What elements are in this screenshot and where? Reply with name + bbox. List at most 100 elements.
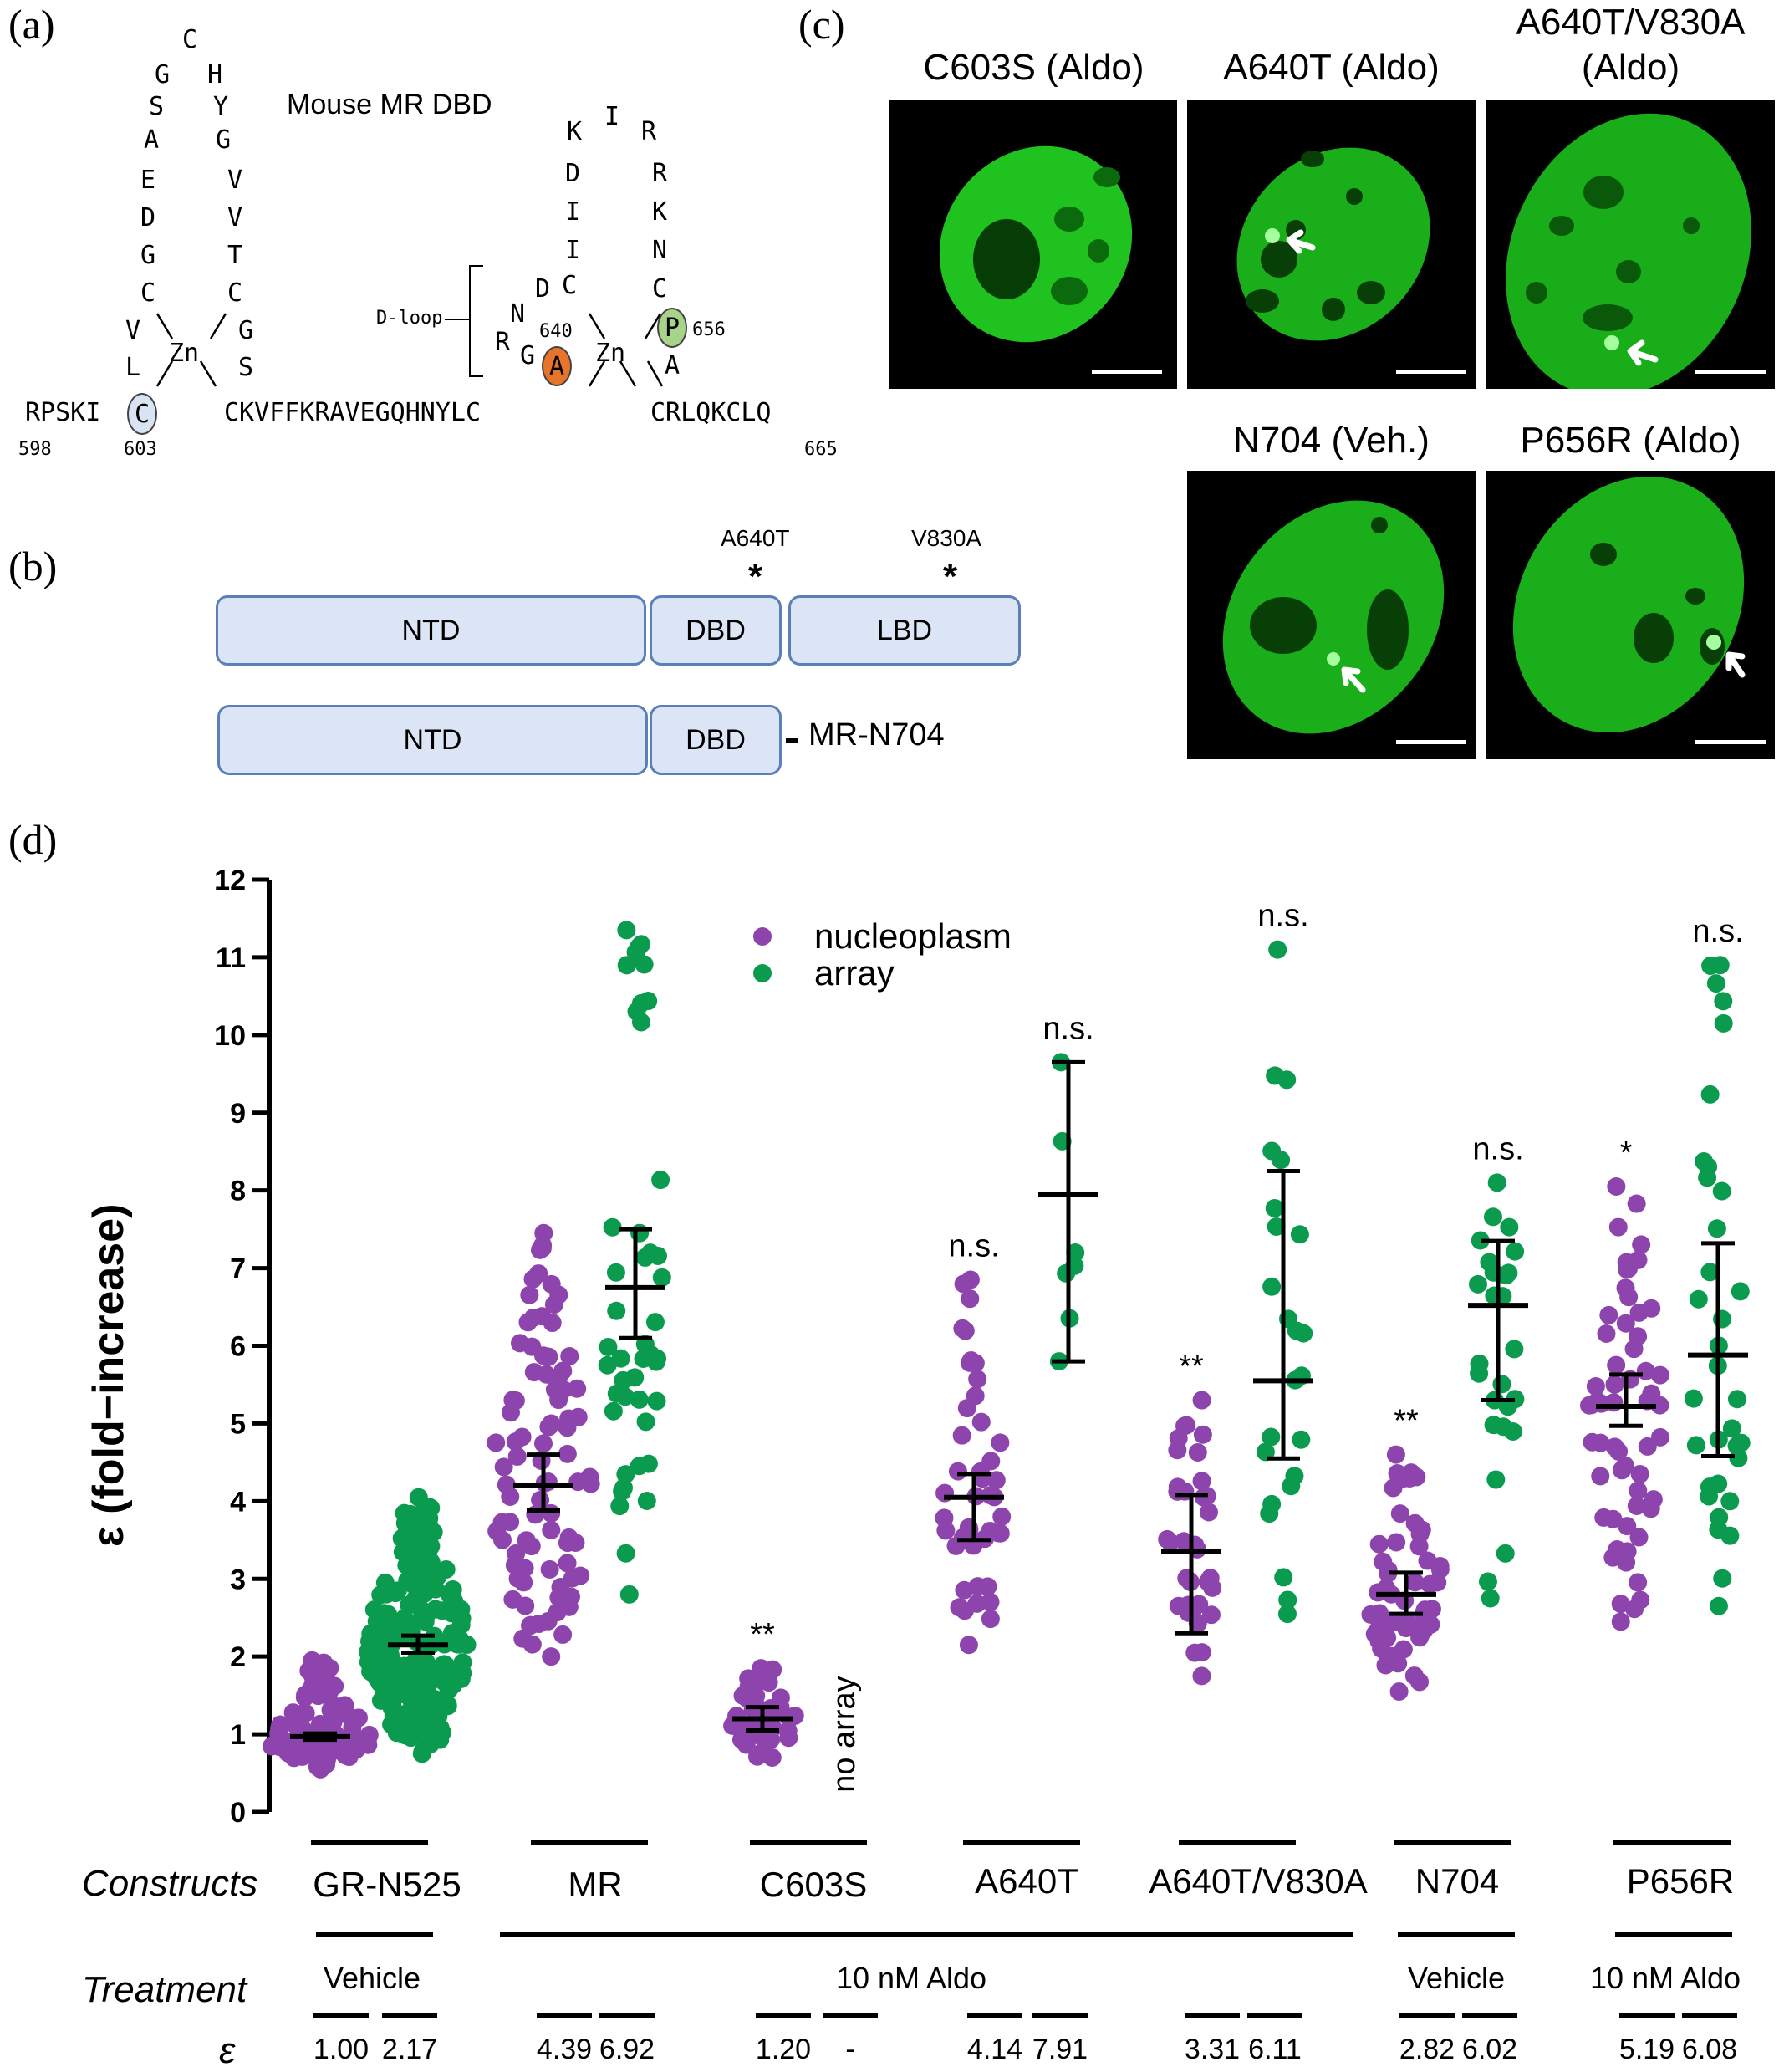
nucleoplasm-point: [961, 1289, 980, 1309]
y-tick-label: 12: [214, 865, 246, 896]
group-bar: [967, 2013, 1022, 2018]
nucleoplasm-point: [986, 1471, 1006, 1490]
nucleoplasm-point: [323, 1695, 342, 1714]
construct-label-gr-n525: GR-N525: [313, 1865, 461, 1904]
nucleoplasm-point: [1394, 1640, 1413, 1659]
seq-letter: C: [140, 278, 156, 308]
nucleoplasm-point: [507, 1447, 527, 1466]
nucleoplasm-point: [1192, 1666, 1211, 1686]
array-point: [1506, 1242, 1525, 1261]
array-point: [382, 1699, 401, 1718]
nucleoplasm-point: [1616, 1314, 1635, 1333]
nucleoplasm-point: [731, 1730, 751, 1749]
nucleoplasm-point: [1624, 1340, 1644, 1359]
nucleoplasm-point: [1630, 1464, 1649, 1483]
treatment-aldo: 10 nM Aldo: [835, 1961, 987, 1995]
array-point: [453, 1653, 472, 1672]
seq-letter: A: [665, 351, 681, 380]
micrograph-title-a640t-v830a: A640T/V830A: [1516, 2, 1746, 43]
array-point: [630, 1223, 650, 1243]
array-point: [599, 1337, 618, 1356]
nucleoplasm-point: [1599, 1305, 1618, 1324]
array-point: [1686, 1436, 1705, 1455]
array-point: [1481, 1589, 1500, 1608]
group-bar: [537, 2013, 592, 2018]
zn-label-left: Zn: [169, 339, 200, 368]
array-point: [1480, 1253, 1499, 1272]
array-point: [1057, 1263, 1076, 1283]
seq-letter: V: [227, 203, 243, 232]
nucleoplasm-point: [1389, 1682, 1409, 1701]
y-tick-label: 8: [230, 1176, 246, 1207]
epsilon-value: 6.11: [1248, 2034, 1302, 2065]
nucleoplasm-point: [544, 1295, 563, 1314]
legend-label-nucleoplasm: nucleoplasm: [814, 916, 1012, 956]
nucleoplasm-point: [529, 1615, 548, 1634]
array-point: [412, 1607, 431, 1626]
array-point: [1499, 1263, 1518, 1283]
seq-letter: K: [652, 197, 668, 227]
nucleoplasm-point: [563, 1569, 582, 1588]
nucleoplasm-point: [492, 1530, 512, 1549]
array-point: [611, 1349, 630, 1368]
seq-letter: A: [144, 125, 160, 155]
nucleoplasm-point: [961, 1353, 980, 1372]
seq-letter: G: [155, 60, 171, 89]
nucleoplasm-point: [1591, 1467, 1610, 1486]
mutation-label-v830a: V830A: [911, 525, 982, 551]
seq-letter: R: [641, 117, 657, 146]
array-point: [1268, 940, 1287, 959]
array-point: [1496, 1544, 1515, 1563]
seq-letter: V: [227, 166, 243, 195]
group-bar: [599, 2013, 655, 2018]
seq-letter: I: [565, 197, 581, 227]
nucleoplasm-point: [542, 1520, 561, 1539]
group-bar: [1185, 2013, 1240, 2018]
array-point: [1290, 1225, 1309, 1244]
array-point: [1486, 1470, 1506, 1489]
nucleoplasm-point: [1597, 1324, 1616, 1343]
residue-c603-highlight: C: [127, 393, 157, 435]
micrograph-title-p656r: P656R (Aldo): [1520, 420, 1741, 461]
array-point: [431, 1728, 450, 1747]
significance-label: n.s.: [1472, 1131, 1523, 1166]
nucleoplasm-point: [1629, 1481, 1648, 1500]
treatment-vehicle: Vehicle: [323, 1961, 421, 1995]
array-point: [1274, 1568, 1293, 1587]
array-point: [1720, 1492, 1740, 1511]
array-point: [631, 993, 650, 1013]
array-point: [420, 1517, 439, 1536]
epsilon-value: 6.08: [1681, 2034, 1738, 2065]
domain-ntd: NTD: [216, 595, 646, 666]
array-point: [1713, 1569, 1732, 1588]
nucleoplasm-point: [339, 1742, 359, 1761]
nucleoplasm-point: [581, 1474, 600, 1493]
y-tick-label: 6: [230, 1331, 246, 1363]
array-point: [1287, 1321, 1306, 1340]
nucleoplasm-point: [296, 1703, 315, 1722]
significance-label: n.s.: [1692, 914, 1743, 949]
group-bar: [310, 1840, 428, 1845]
nucleoplasm-point: [1638, 1437, 1657, 1456]
array-point: [1487, 1173, 1506, 1192]
array-point: [1731, 1282, 1750, 1301]
array-point: [1722, 1419, 1741, 1438]
array-point: [1483, 1207, 1502, 1227]
array-point: [639, 1454, 658, 1473]
zinc-bond-lines: [155, 265, 664, 387]
group-bar: [1462, 2013, 1517, 2018]
seq-letter: T: [227, 241, 243, 270]
array-point: [439, 1679, 458, 1698]
group-bar: [500, 1932, 1353, 1937]
n704-connector: [786, 738, 798, 743]
nucleoplasm-point: [1650, 1365, 1669, 1385]
group-bar: [382, 2013, 437, 2018]
nucleoplasm-point: [952, 1426, 971, 1445]
legend-marker-array: [753, 964, 772, 982]
array-point: [1262, 1427, 1281, 1447]
y-tick-label: 7: [230, 1253, 246, 1285]
nucleoplasm-point: [1192, 1391, 1211, 1410]
nucleoplasm-point: [1369, 1534, 1389, 1554]
construct-label-a640t-v830a: A640T/V830A: [1149, 1861, 1368, 1901]
seq-letter: D: [565, 159, 581, 188]
